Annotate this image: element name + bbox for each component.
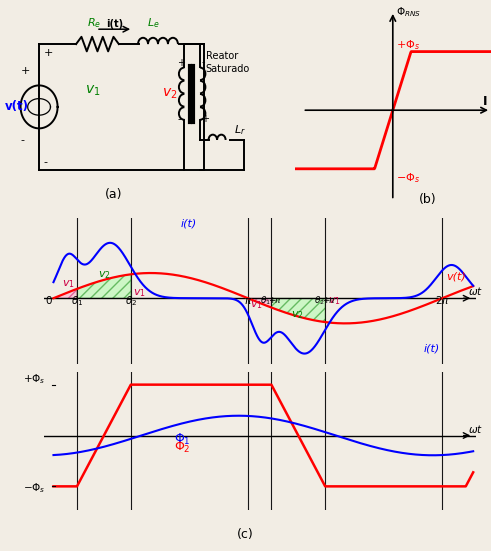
Text: -: - — [201, 57, 205, 68]
Text: Saturado: Saturado — [206, 64, 250, 74]
Text: i(t): i(t) — [424, 343, 440, 353]
Text: $v_1$: $v_1$ — [250, 299, 263, 311]
Text: $v_1$: $v_1$ — [133, 287, 146, 299]
Text: $v_1$: $v_1$ — [84, 84, 100, 98]
Text: $-\Phi_s$: $-\Phi_s$ — [396, 171, 420, 185]
Text: v(t): v(t) — [447, 271, 466, 282]
Text: $+\Phi_s$: $+\Phi_s$ — [23, 372, 46, 386]
Text: I: I — [483, 95, 488, 108]
Text: $-\Phi_s$: $-\Phi_s$ — [23, 482, 46, 495]
Text: -: - — [43, 156, 47, 167]
Text: -: - — [21, 135, 25, 145]
Text: i(t): i(t) — [180, 218, 196, 229]
Text: +: + — [43, 47, 53, 58]
Text: $\omega t$: $\omega t$ — [468, 423, 483, 435]
Text: i(t): i(t) — [106, 19, 123, 29]
Text: +: + — [177, 57, 185, 68]
Text: $v_1$: $v_1$ — [62, 278, 75, 290]
Text: +: + — [21, 66, 30, 76]
Text: $\Phi_2$: $\Phi_2$ — [174, 440, 191, 455]
Text: +: + — [201, 114, 209, 124]
Text: $\omega t$: $\omega t$ — [468, 285, 483, 297]
Text: $L_e$: $L_e$ — [147, 16, 160, 30]
Text: (a): (a) — [105, 188, 122, 201]
Text: $v_2$: $v_2$ — [291, 309, 303, 321]
Text: $L_r$: $L_r$ — [234, 123, 246, 137]
Text: $R_e$: $R_e$ — [87, 16, 102, 30]
Text: $\pi$: $\pi$ — [244, 296, 252, 306]
Text: $\theta_1\!\!+\!\!\pi$: $\theta_1\!\!+\!\!\pi$ — [260, 295, 283, 307]
Text: $v_2$: $v_2$ — [98, 269, 110, 280]
Text: $\theta_1$: $\theta_1$ — [71, 294, 83, 307]
Text: $v_2$: $v_2$ — [162, 87, 177, 101]
Text: $+\Phi_s$: $+\Phi_s$ — [396, 38, 420, 52]
Text: Reator: Reator — [206, 51, 238, 61]
Text: v(t): v(t) — [5, 100, 29, 114]
Text: $\theta_2\!\!+\!\!\pi$: $\theta_2\!\!+\!\!\pi$ — [314, 295, 336, 307]
Text: 0: 0 — [45, 296, 52, 306]
Text: -: - — [177, 114, 181, 124]
Text: $2\pi$: $2\pi$ — [435, 294, 450, 306]
Text: (c): (c) — [237, 528, 254, 541]
Text: $\Phi_1$: $\Phi_1$ — [174, 431, 191, 447]
Text: $v_1$: $v_1$ — [327, 295, 340, 306]
Text: $\Phi_{RNS}$: $\Phi_{RNS}$ — [396, 6, 421, 19]
Text: (b): (b) — [419, 193, 437, 206]
Text: $\theta_2$: $\theta_2$ — [125, 294, 137, 307]
